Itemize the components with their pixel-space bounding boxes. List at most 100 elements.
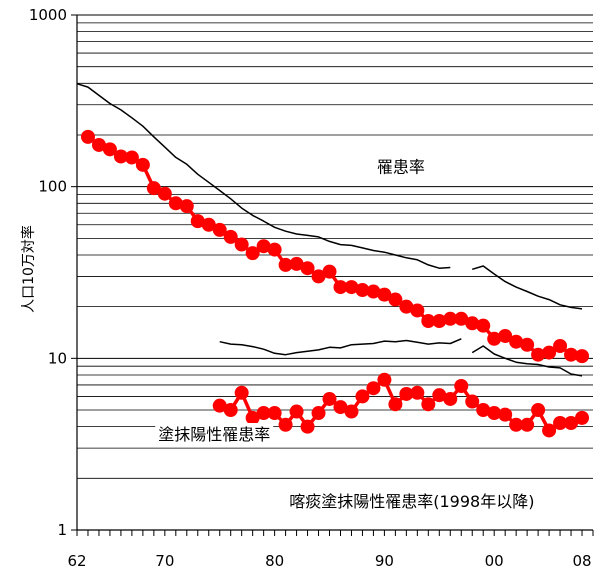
data-point bbox=[333, 280, 348, 295]
data-point bbox=[179, 199, 194, 214]
data-point bbox=[421, 313, 436, 328]
data-point bbox=[399, 299, 414, 314]
data-point bbox=[575, 349, 590, 364]
data-point bbox=[366, 381, 381, 396]
series-line bbox=[471, 345, 583, 377]
data-point bbox=[311, 269, 326, 284]
data-point bbox=[443, 391, 458, 406]
annotation-label: 塗抹陽性罹患率 bbox=[158, 425, 270, 444]
data-point bbox=[355, 283, 370, 298]
data-point bbox=[289, 404, 304, 419]
series-3 bbox=[212, 372, 590, 438]
data-point bbox=[377, 287, 392, 302]
data-point bbox=[465, 394, 480, 409]
data-point bbox=[234, 385, 249, 400]
data-point bbox=[509, 417, 524, 432]
data-point bbox=[432, 313, 447, 328]
data-point bbox=[542, 423, 557, 438]
data-point bbox=[223, 229, 238, 244]
y-tick-label: 10 bbox=[48, 349, 67, 367]
data-point bbox=[157, 186, 172, 201]
annotation-bg bbox=[155, 423, 274, 447]
x-tick-label: 90 bbox=[375, 552, 394, 570]
data-point bbox=[344, 404, 359, 419]
x-tick-label: 80 bbox=[265, 552, 284, 570]
data-point bbox=[443, 311, 458, 326]
data-point bbox=[476, 403, 491, 418]
data-point bbox=[212, 222, 227, 237]
y-axis-label: 人口10万対率 bbox=[20, 225, 37, 313]
data-point bbox=[267, 242, 282, 257]
data-point bbox=[322, 264, 337, 279]
data-point bbox=[201, 217, 216, 232]
data-point bbox=[366, 284, 381, 299]
x-tick-label: 00 bbox=[485, 552, 504, 570]
annotation-label: 喀痰塗抹陽性罹患率(1998年以降) bbox=[289, 492, 534, 511]
data-point bbox=[399, 386, 414, 401]
data-point bbox=[377, 372, 392, 387]
series-line bbox=[86, 135, 583, 358]
series-2 bbox=[80, 129, 590, 364]
y-tick-label: 1 bbox=[57, 521, 67, 539]
data-point bbox=[355, 389, 370, 404]
data-point bbox=[520, 417, 535, 432]
data-point bbox=[531, 347, 546, 362]
data-point bbox=[80, 129, 95, 144]
x-tick-label: 08 bbox=[572, 552, 591, 570]
annotation-label: 罹患率 bbox=[377, 158, 425, 177]
data-point bbox=[410, 303, 425, 318]
x-tick-label: 70 bbox=[155, 552, 174, 570]
grid-layer bbox=[77, 14, 593, 479]
data-point bbox=[223, 403, 238, 418]
data-point bbox=[553, 416, 568, 431]
data-point bbox=[245, 246, 260, 261]
data-point bbox=[509, 334, 524, 349]
data-point bbox=[564, 347, 579, 362]
data-point bbox=[333, 400, 348, 415]
data-point bbox=[234, 237, 249, 252]
data-point bbox=[520, 337, 535, 352]
series-line bbox=[219, 338, 462, 356]
data-point bbox=[498, 328, 513, 343]
x-tick-label: 62 bbox=[67, 552, 86, 570]
data-point bbox=[344, 280, 359, 295]
data-point bbox=[135, 157, 150, 172]
data-point bbox=[212, 398, 227, 413]
data-point bbox=[311, 406, 326, 421]
data-point bbox=[454, 378, 469, 393]
data-point bbox=[300, 419, 315, 434]
data-point bbox=[410, 385, 425, 400]
data-point bbox=[388, 397, 403, 412]
data-point bbox=[113, 149, 128, 164]
data-point bbox=[476, 318, 491, 333]
annotation-bg bbox=[286, 489, 538, 513]
data-point bbox=[91, 137, 106, 152]
data-point bbox=[487, 406, 502, 421]
data-point bbox=[553, 338, 568, 353]
data-point bbox=[190, 214, 205, 229]
data-point bbox=[487, 331, 502, 346]
data-point bbox=[124, 150, 139, 165]
data-point bbox=[245, 410, 260, 425]
data-point bbox=[289, 256, 304, 271]
axis-layer: 1 10 100 1000 62 70 80 90 00 08 bbox=[29, 6, 594, 570]
data-point bbox=[388, 292, 403, 307]
data-point bbox=[278, 257, 293, 272]
data-point bbox=[531, 403, 546, 418]
data-point bbox=[432, 388, 447, 403]
data-point bbox=[267, 406, 282, 421]
y-tick-label: 100 bbox=[38, 178, 67, 196]
data-point bbox=[542, 345, 557, 360]
data-point bbox=[454, 311, 469, 326]
data-point bbox=[322, 391, 337, 406]
series-line bbox=[76, 82, 451, 269]
y-tick-label: 1000 bbox=[29, 6, 67, 24]
data-point bbox=[564, 416, 579, 431]
data-point bbox=[421, 397, 436, 412]
data-point bbox=[168, 196, 183, 211]
data-point bbox=[465, 316, 480, 331]
data-point bbox=[256, 406, 271, 421]
series-line bbox=[471, 265, 583, 310]
